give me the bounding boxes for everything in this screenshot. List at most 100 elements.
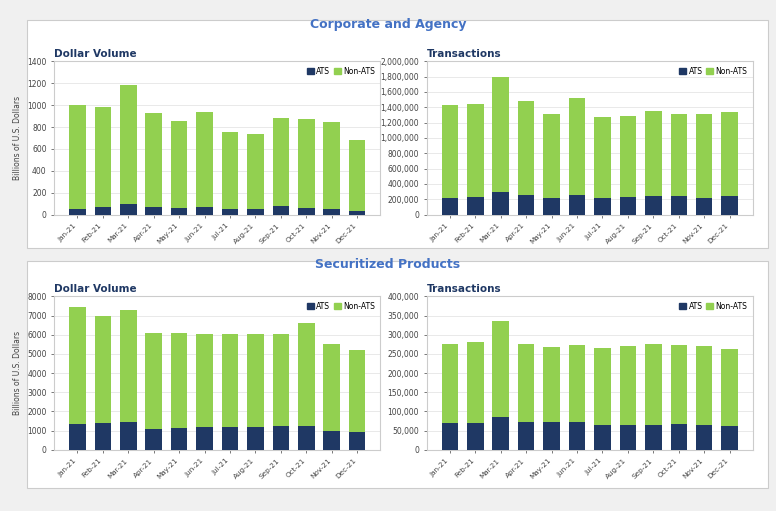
Bar — [171, 121, 187, 207]
Bar — [248, 209, 264, 215]
Bar — [272, 427, 289, 450]
Bar — [722, 112, 738, 196]
Y-axis label: Billions of U.S. Dollars: Billions of U.S. Dollars — [12, 331, 22, 415]
Bar — [95, 107, 111, 207]
Bar — [349, 140, 365, 212]
Bar — [620, 197, 636, 215]
Bar — [493, 77, 509, 192]
Bar — [620, 116, 636, 197]
Bar — [120, 85, 137, 204]
Bar — [543, 422, 559, 450]
Bar — [670, 196, 687, 215]
Bar — [222, 132, 238, 208]
Bar — [645, 111, 662, 196]
Bar — [696, 346, 712, 425]
Bar — [518, 101, 535, 195]
Bar — [594, 117, 611, 198]
Bar — [248, 133, 264, 209]
Bar — [722, 349, 738, 426]
Bar — [196, 112, 213, 207]
Bar — [518, 195, 535, 215]
Bar — [696, 198, 712, 215]
Bar — [493, 321, 509, 417]
Bar — [722, 426, 738, 450]
Bar — [171, 333, 187, 428]
Text: Transactions: Transactions — [427, 284, 501, 294]
Bar — [467, 342, 483, 423]
Bar — [569, 98, 585, 195]
Bar — [171, 207, 187, 215]
Bar — [493, 417, 509, 450]
Legend: ATS, Non-ATS: ATS, Non-ATS — [677, 300, 749, 312]
Bar — [543, 347, 559, 422]
Bar — [349, 432, 365, 450]
Bar — [95, 423, 111, 450]
Bar — [696, 114, 712, 198]
Bar — [298, 323, 314, 426]
Bar — [349, 350, 365, 432]
Bar — [620, 425, 636, 450]
Bar — [696, 425, 712, 450]
Bar — [442, 344, 458, 423]
Bar — [95, 315, 111, 423]
Bar — [594, 348, 611, 425]
Legend: ATS, Non-ATS: ATS, Non-ATS — [677, 65, 749, 77]
Bar — [670, 114, 687, 196]
Bar — [467, 104, 483, 197]
Bar — [298, 208, 314, 215]
Bar — [670, 424, 687, 450]
Bar — [518, 343, 535, 422]
Bar — [69, 105, 85, 208]
Bar — [620, 346, 636, 425]
Bar — [493, 192, 509, 215]
Bar — [69, 307, 85, 424]
Bar — [518, 422, 535, 450]
Bar — [222, 427, 238, 450]
Bar — [272, 118, 289, 206]
Text: Securitized Products: Securitized Products — [315, 258, 461, 271]
Bar — [722, 196, 738, 215]
Bar — [324, 122, 340, 209]
Legend: ATS, Non-ATS: ATS, Non-ATS — [305, 300, 376, 312]
Bar — [145, 207, 162, 215]
Bar — [569, 422, 585, 450]
Bar — [442, 198, 458, 215]
Bar — [145, 333, 162, 429]
Bar — [467, 423, 483, 450]
Text: Corporate and Agency: Corporate and Agency — [310, 18, 466, 31]
Bar — [248, 427, 264, 450]
Bar — [594, 425, 611, 450]
Bar — [543, 114, 559, 198]
Bar — [594, 198, 611, 215]
Bar — [120, 310, 137, 422]
Text: Dollar Volume: Dollar Volume — [54, 284, 137, 294]
Bar — [298, 119, 314, 208]
Bar — [145, 429, 162, 450]
Bar — [272, 206, 289, 215]
Bar — [196, 334, 213, 427]
Bar — [324, 209, 340, 215]
Bar — [145, 113, 162, 207]
Bar — [120, 204, 137, 215]
Bar — [196, 207, 213, 215]
Text: Dollar Volume: Dollar Volume — [54, 49, 137, 59]
Bar — [272, 334, 289, 427]
Bar — [645, 425, 662, 450]
Text: Transactions: Transactions — [427, 49, 501, 59]
Bar — [95, 207, 111, 215]
Bar — [324, 343, 340, 431]
Bar — [442, 105, 458, 198]
Bar — [467, 197, 483, 215]
Y-axis label: Billions of U.S. Dollars: Billions of U.S. Dollars — [12, 96, 22, 180]
Legend: ATS, Non-ATS: ATS, Non-ATS — [305, 65, 376, 77]
Bar — [645, 196, 662, 215]
Bar — [196, 427, 213, 450]
Bar — [120, 422, 137, 450]
Bar — [69, 208, 85, 215]
Bar — [171, 428, 187, 450]
Bar — [543, 198, 559, 215]
Bar — [69, 424, 85, 450]
Bar — [569, 345, 585, 422]
Bar — [670, 345, 687, 424]
Bar — [645, 344, 662, 425]
